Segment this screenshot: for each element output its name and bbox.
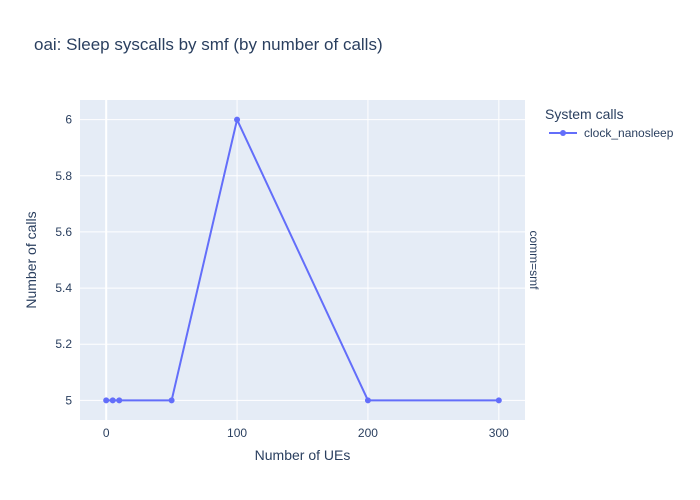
data-point[interactable] <box>495 397 502 404</box>
legend[interactable]: System calls clock_nanosleep <box>545 106 674 140</box>
data-point[interactable] <box>234 116 241 123</box>
y-tick-label: 5.6 <box>55 225 72 239</box>
data-point[interactable] <box>109 397 116 404</box>
legend-title: System calls <box>545 106 624 122</box>
legend-item-label[interactable]: clock_nanosleep <box>584 126 674 140</box>
chart-title: oai: Sleep syscalls by smf (by number of… <box>34 35 383 54</box>
grid <box>80 100 525 420</box>
legend-dot-marker <box>560 130 566 136</box>
y-axis-title: Number of calls <box>23 211 39 308</box>
y-tick-label: 5.8 <box>55 169 72 183</box>
x-tick-label: 0 <box>103 426 110 440</box>
tick-labels: 0 100 200 300 5 5.2 5.4 5.6 5.8 6 <box>55 113 509 440</box>
x-tick-label: 200 <box>358 426 378 440</box>
facet-label: comm=smf <box>527 230 541 290</box>
x-axis-title: Number of UEs <box>255 447 351 463</box>
data-point[interactable] <box>116 397 123 404</box>
y-tick-label: 5 <box>65 393 72 407</box>
y-tick-label: 6 <box>65 113 72 127</box>
y-tick-label: 5.4 <box>55 281 72 295</box>
data-point[interactable] <box>168 397 175 404</box>
x-tick-label: 100 <box>227 426 247 440</box>
data-point[interactable] <box>364 397 371 404</box>
data-point[interactable] <box>103 397 110 404</box>
x-tick-label: 300 <box>489 426 509 440</box>
y-tick-label: 5.2 <box>55 337 72 351</box>
series-layer <box>103 116 502 404</box>
